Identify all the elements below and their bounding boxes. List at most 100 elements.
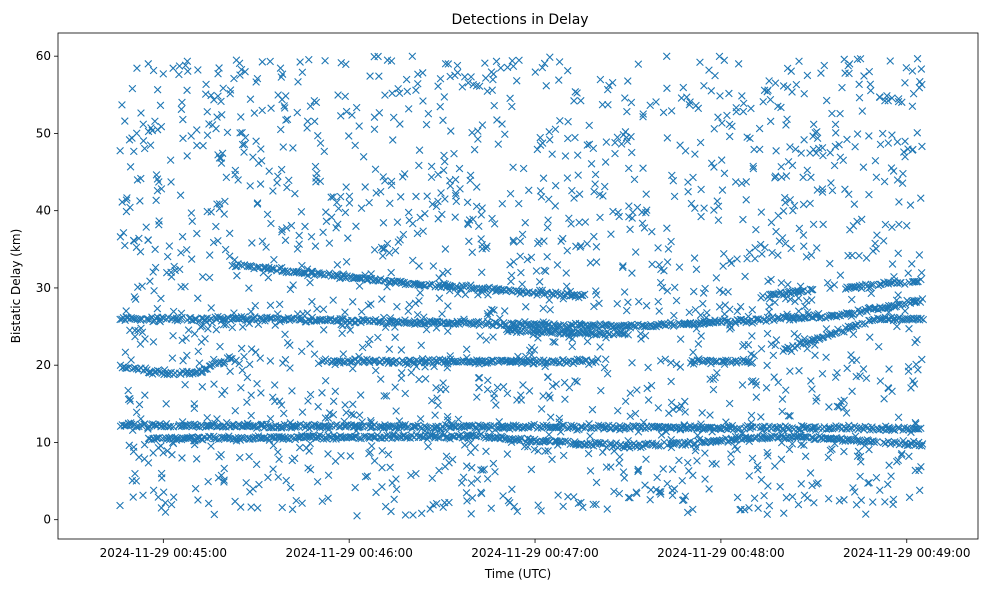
detection-point bbox=[329, 296, 337, 304]
detection-point bbox=[569, 493, 578, 501]
detection-point bbox=[427, 396, 436, 405]
detection-point bbox=[133, 283, 142, 291]
detection-point bbox=[135, 422, 143, 431]
detection-point bbox=[763, 448, 771, 457]
detection-point bbox=[555, 58, 564, 66]
detection-point bbox=[495, 418, 504, 426]
detection-point bbox=[464, 434, 473, 443]
detection-point bbox=[231, 357, 239, 366]
detection-point bbox=[610, 447, 618, 455]
detection-point bbox=[680, 421, 689, 429]
detection-point bbox=[873, 231, 881, 239]
detection-point bbox=[675, 263, 684, 271]
detection-point bbox=[538, 63, 547, 72]
detection-point bbox=[279, 143, 288, 151]
detection-point bbox=[818, 143, 827, 152]
detection-point bbox=[652, 486, 660, 494]
detection-point bbox=[770, 373, 778, 381]
detection-point bbox=[342, 408, 351, 417]
detection-point bbox=[475, 383, 483, 392]
detection-point bbox=[663, 287, 672, 295]
detection-point bbox=[286, 483, 295, 492]
detection-point bbox=[458, 434, 467, 442]
detection-point bbox=[395, 89, 404, 98]
detection-point bbox=[723, 111, 731, 120]
detection-point bbox=[413, 229, 422, 238]
detection-point bbox=[521, 327, 530, 336]
detection-point bbox=[540, 266, 548, 275]
detection-point bbox=[443, 416, 452, 424]
detection-point bbox=[491, 318, 499, 327]
detection-point bbox=[888, 223, 896, 232]
detection-point bbox=[843, 424, 851, 433]
detection-point bbox=[587, 160, 596, 168]
detection-point bbox=[125, 363, 133, 372]
detection-point bbox=[455, 164, 464, 173]
detection-point bbox=[544, 216, 552, 224]
detection-point bbox=[884, 304, 893, 312]
detection-point bbox=[590, 232, 598, 241]
detection-point bbox=[178, 98, 186, 107]
detection-point bbox=[441, 59, 450, 68]
detection-point bbox=[859, 163, 868, 171]
detection-point bbox=[901, 79, 909, 87]
detection-point bbox=[329, 193, 338, 201]
detection-point bbox=[194, 347, 203, 356]
detection-point bbox=[725, 89, 733, 98]
detection-point bbox=[613, 299, 622, 308]
detection-point bbox=[217, 159, 226, 167]
detection-point bbox=[352, 222, 360, 231]
detection-point bbox=[693, 457, 701, 465]
detection-point bbox=[372, 189, 381, 197]
detection-point bbox=[514, 352, 522, 361]
detection-point bbox=[378, 434, 386, 443]
detection-point bbox=[613, 406, 622, 415]
detection-point bbox=[472, 431, 481, 440]
detection-point bbox=[779, 82, 788, 90]
detection-point bbox=[240, 148, 248, 156]
detection-point bbox=[280, 104, 289, 112]
detection-point bbox=[454, 415, 463, 424]
detection-point bbox=[667, 377, 675, 386]
detection-point bbox=[446, 72, 455, 81]
detection-point bbox=[288, 456, 297, 465]
detection-point bbox=[644, 363, 652, 372]
detection-point bbox=[654, 404, 663, 412]
detection-point bbox=[867, 289, 876, 298]
detection-point bbox=[897, 451, 906, 459]
detection-point bbox=[394, 84, 402, 93]
detection-point bbox=[914, 425, 923, 433]
detection-point bbox=[583, 141, 592, 149]
detection-point bbox=[506, 326, 514, 334]
detection-point bbox=[626, 225, 634, 234]
detection-point bbox=[487, 504, 496, 513]
detection-point bbox=[265, 167, 273, 175]
detection-point bbox=[799, 231, 808, 239]
detection-point bbox=[619, 262, 627, 270]
detection-point bbox=[184, 326, 193, 334]
detection-point bbox=[477, 211, 486, 219]
detection-point bbox=[384, 450, 393, 459]
detection-point bbox=[668, 171, 676, 180]
detection-point bbox=[784, 280, 792, 289]
detection-point bbox=[457, 357, 466, 366]
detection-point bbox=[590, 302, 598, 311]
detection-point bbox=[707, 359, 715, 368]
detection-point bbox=[746, 134, 754, 143]
detection-point bbox=[700, 204, 708, 212]
detection-point bbox=[783, 64, 792, 73]
detection-point bbox=[676, 363, 685, 371]
detection-point bbox=[797, 440, 805, 449]
detection-point bbox=[266, 57, 274, 66]
detection-point bbox=[794, 288, 803, 296]
detection-point bbox=[294, 78, 302, 86]
detection-point bbox=[130, 147, 138, 156]
detection-point bbox=[738, 92, 746, 100]
detection-point bbox=[266, 357, 275, 365]
x-axis: 2024-11-29 00:45:00 2024-11-29 00:46:00 20… bbox=[100, 539, 970, 560]
detection-point bbox=[768, 248, 776, 257]
detection-point bbox=[274, 91, 282, 99]
detection-point bbox=[917, 65, 926, 73]
detection-point bbox=[539, 304, 548, 313]
